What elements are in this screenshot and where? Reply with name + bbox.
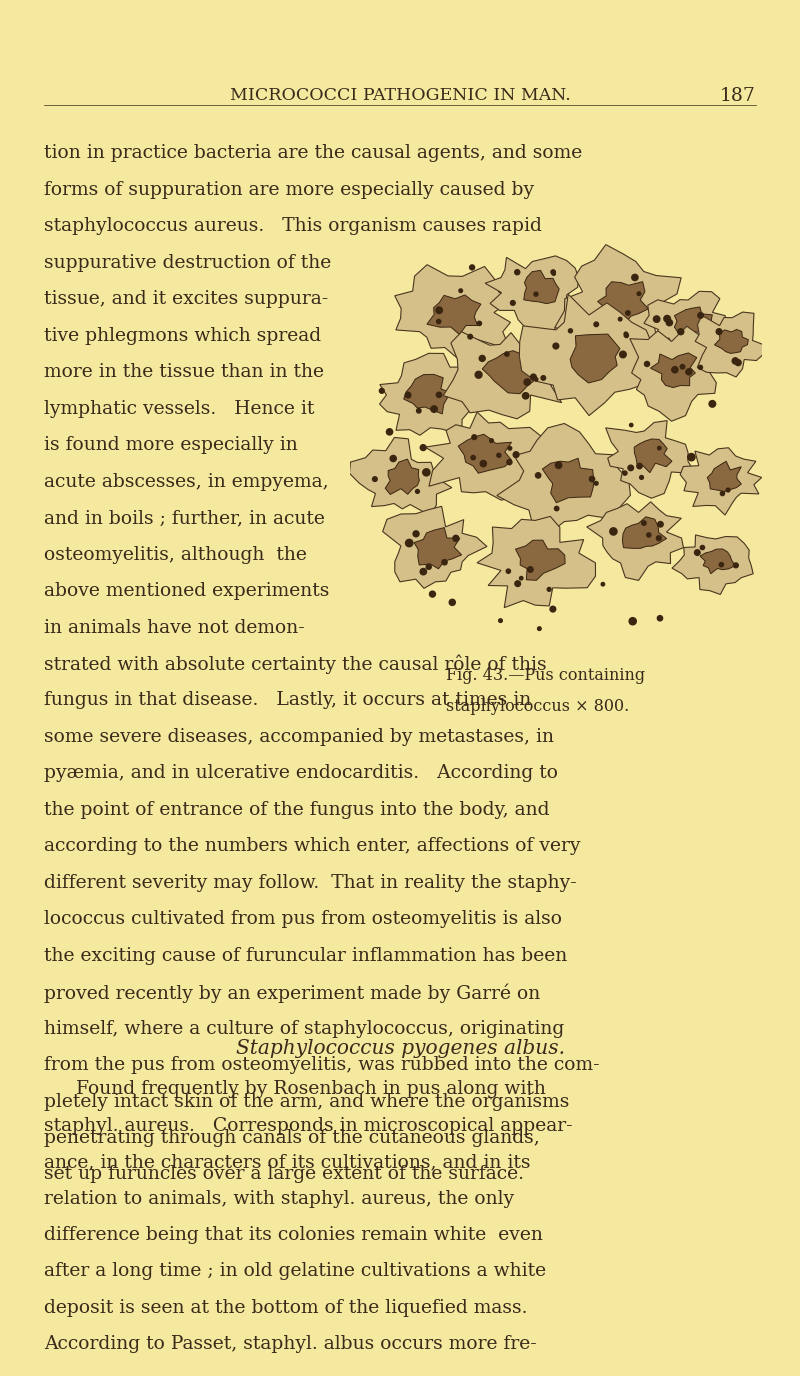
Text: and in boils ; further, in acute: and in boils ; further, in acute — [44, 509, 325, 527]
Text: tive phlegmons which spread: tive phlegmons which spread — [44, 327, 321, 345]
Text: penetrating through canals of the cutaneous glands,: penetrating through canals of the cutane… — [44, 1128, 540, 1148]
Text: in animals have not demon-: in animals have not demon- — [44, 619, 305, 637]
Text: lymphatic vessels.   Hence it: lymphatic vessels. Hence it — [44, 400, 314, 418]
Text: According to Passet, staphyl. albus occurs more fre-: According to Passet, staphyl. albus occu… — [44, 1335, 537, 1354]
Text: relation to animals, with staphyl. aureus, the only: relation to animals, with staphyl. aureu… — [44, 1189, 514, 1208]
Text: Found frequently by Rosenbach in pus along with: Found frequently by Rosenbach in pus alo… — [76, 1080, 546, 1098]
Text: the point of entrance of the fungus into the body, and: the point of entrance of the fungus into… — [44, 801, 550, 819]
Text: tion in practice bacteria are the causal agents, and some: tion in practice bacteria are the causal… — [44, 144, 582, 162]
Text: above mentioned experiments: above mentioned experiments — [44, 582, 330, 600]
Text: Staphylococcus pyogenes albus.: Staphylococcus pyogenes albus. — [235, 1039, 565, 1058]
Text: pyæmia, and in ulcerative endocarditis.   According to: pyæmia, and in ulcerative endocarditis. … — [44, 765, 558, 783]
Text: lococcus cultivated from pus from osteomyelitis is also: lococcus cultivated from pus from osteom… — [44, 911, 562, 929]
Text: acute abscesses, in empyema,: acute abscesses, in empyema, — [44, 473, 329, 491]
Text: different severity may follow.  That in reality the staphy-: different severity may follow. That in r… — [44, 874, 577, 892]
Text: deposit is seen at the bottom of the liquefied mass.: deposit is seen at the bottom of the liq… — [44, 1299, 527, 1317]
Text: more in the tissue than in the: more in the tissue than in the — [44, 363, 324, 381]
Text: staphylococcus × 800.: staphylococcus × 800. — [446, 698, 630, 714]
Text: staphyl. aureus.   Corresponds in microscopical appear-: staphyl. aureus. Corresponds in microsco… — [44, 1117, 573, 1135]
Text: after a long time ; in old gelatine cultivations a white: after a long time ; in old gelatine cult… — [44, 1263, 546, 1281]
Text: from the pus from osteomyelitis, was rubbed into the com-: from the pus from osteomyelitis, was rub… — [44, 1057, 600, 1075]
Text: set up furuncles over a large extent of the surface.: set up furuncles over a large extent of … — [44, 1165, 524, 1183]
Text: staphylococcus aureus.   This organism causes rapid: staphylococcus aureus. This organism cau… — [44, 217, 542, 235]
Text: proved recently by an experiment made by Garré on: proved recently by an experiment made by… — [44, 982, 540, 1003]
Text: 187: 187 — [720, 87, 756, 105]
Text: Fig. 43.—Pus containing: Fig. 43.—Pus containing — [446, 667, 645, 684]
Text: strated with absolute certainty the causal rôle of this: strated with absolute certainty the caus… — [44, 655, 546, 674]
Text: the exciting cause of furuncular inflammation has been: the exciting cause of furuncular inflamm… — [44, 947, 567, 965]
Text: tissue, and it excites suppura-: tissue, and it excites suppura- — [44, 290, 328, 308]
Text: pletely intact skin of the arm, and where the organisms: pletely intact skin of the arm, and wher… — [44, 1093, 570, 1110]
Text: ance, in the characters of its cultivations, and in its: ance, in the characters of its cultivati… — [44, 1153, 530, 1171]
Text: fungus in that disease.   Lastly, it occurs at times in: fungus in that disease. Lastly, it occur… — [44, 692, 531, 710]
Text: MICROCOCCI PATHOGENIC IN MAN.: MICROCOCCI PATHOGENIC IN MAN. — [230, 87, 570, 103]
Text: is found more especially in: is found more especially in — [44, 436, 298, 454]
Text: himself, where a culture of staphylococcus, originating: himself, where a culture of staphylococc… — [44, 1020, 564, 1038]
Text: difference being that its colonies remain white  even: difference being that its colonies remai… — [44, 1226, 543, 1244]
Text: some severe diseases, accompanied by metastases, in: some severe diseases, accompanied by met… — [44, 728, 554, 746]
Text: forms of suppuration are more especially caused by: forms of suppuration are more especially… — [44, 182, 534, 200]
Text: according to the numbers which enter, affections of very: according to the numbers which enter, af… — [44, 837, 581, 856]
Text: osteomyelitis, although  the: osteomyelitis, although the — [44, 546, 307, 564]
Text: suppurative destruction of the: suppurative destruction of the — [44, 255, 331, 272]
